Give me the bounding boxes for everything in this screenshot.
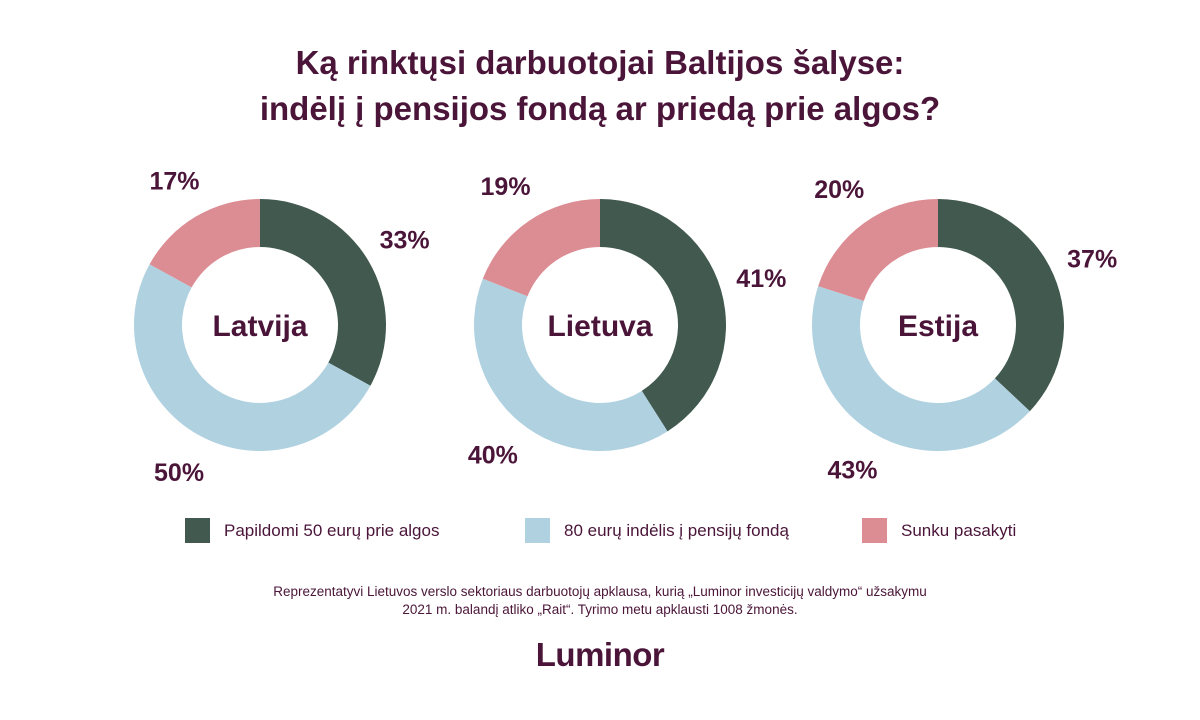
title-line-2: indėlį į pensijos fondą ar priedą prie a… (259, 90, 941, 127)
footnote: Reprezentatyvi Lietuvos verslo sektoriau… (0, 583, 1200, 619)
slice-value-label: 40% (468, 441, 518, 469)
donut-slice (938, 199, 1065, 412)
donut-slice (134, 264, 371, 451)
donut-charts-svg: 33% 50% 17% Latvija 41% 40% 19% Lietuva 37% 43% 20… (134, 167, 1117, 487)
luminor-logo: Luminor (535, 636, 665, 673)
legend-swatch-pink (862, 518, 887, 543)
legend-item-salary-bonus: Papildomi 50 eurų prie algos (185, 518, 439, 543)
donut-slice (474, 278, 668, 451)
legend-item-pension-fund: 80 eurų indėlis į pensijų fondą (525, 518, 789, 543)
legend-swatch-blue (525, 518, 550, 543)
legend-label: Papildomi 50 eurų prie algos (224, 520, 440, 540)
donut-estija: 37% 43% 20% Estija (811, 176, 1117, 485)
donut-center-label: Latvija (212, 310, 307, 343)
slice-value-label: 17% (149, 167, 199, 195)
legend-item-hard-to-say: Sunku pasakyti (862, 518, 1016, 543)
legend-swatch-green (185, 518, 210, 543)
donut-slice (260, 199, 386, 386)
legend-label: Sunku pasakyti (901, 520, 1017, 540)
chart-title: Ką rinktųsi darbuotojai Baltijos šalyse:… (0, 40, 1200, 132)
slice-value-label: 19% (481, 173, 531, 201)
slice-value-label: 41% (736, 265, 786, 293)
donut-slice (149, 199, 260, 288)
donut-latvija: 33% 50% 17% Latvija (134, 167, 430, 487)
slice-value-label: 20% (814, 176, 864, 204)
slice-value-label: 37% (1067, 245, 1117, 273)
donut-slice (811, 286, 1030, 452)
slice-value-label: 43% (827, 457, 877, 485)
title-line-1: Ką rinktųsi darbuotojai Baltijos šalyse: (295, 44, 905, 81)
donut-center-label: Lietuva (547, 310, 652, 343)
slice-value-label: 33% (380, 226, 430, 254)
legend: Papildomi 50 eurų prie algos 80 eurų ind… (0, 518, 1200, 548)
donut-center-label: Estija (898, 310, 978, 343)
donut-slice (600, 199, 726, 432)
footnote-line-1: Reprezentatyvi Lietuvos verslo sektoriau… (273, 584, 927, 599)
footnote-line-2: 2021 m. balandį atliko „Rait“. Tyrimo me… (402, 602, 798, 617)
donut-slice (818, 199, 938, 301)
donut-charts-area: 33% 50% 17% Latvija 41% 40% 19% Lietuva 37% 43% 20… (0, 160, 1200, 490)
donut-lietuva: 41% 40% 19% Lietuva (468, 173, 786, 469)
legend-label: 80 eurų indėlis į pensijų fondą (564, 520, 789, 540)
donut-slice (482, 199, 600, 297)
slice-value-label: 50% (154, 459, 204, 487)
